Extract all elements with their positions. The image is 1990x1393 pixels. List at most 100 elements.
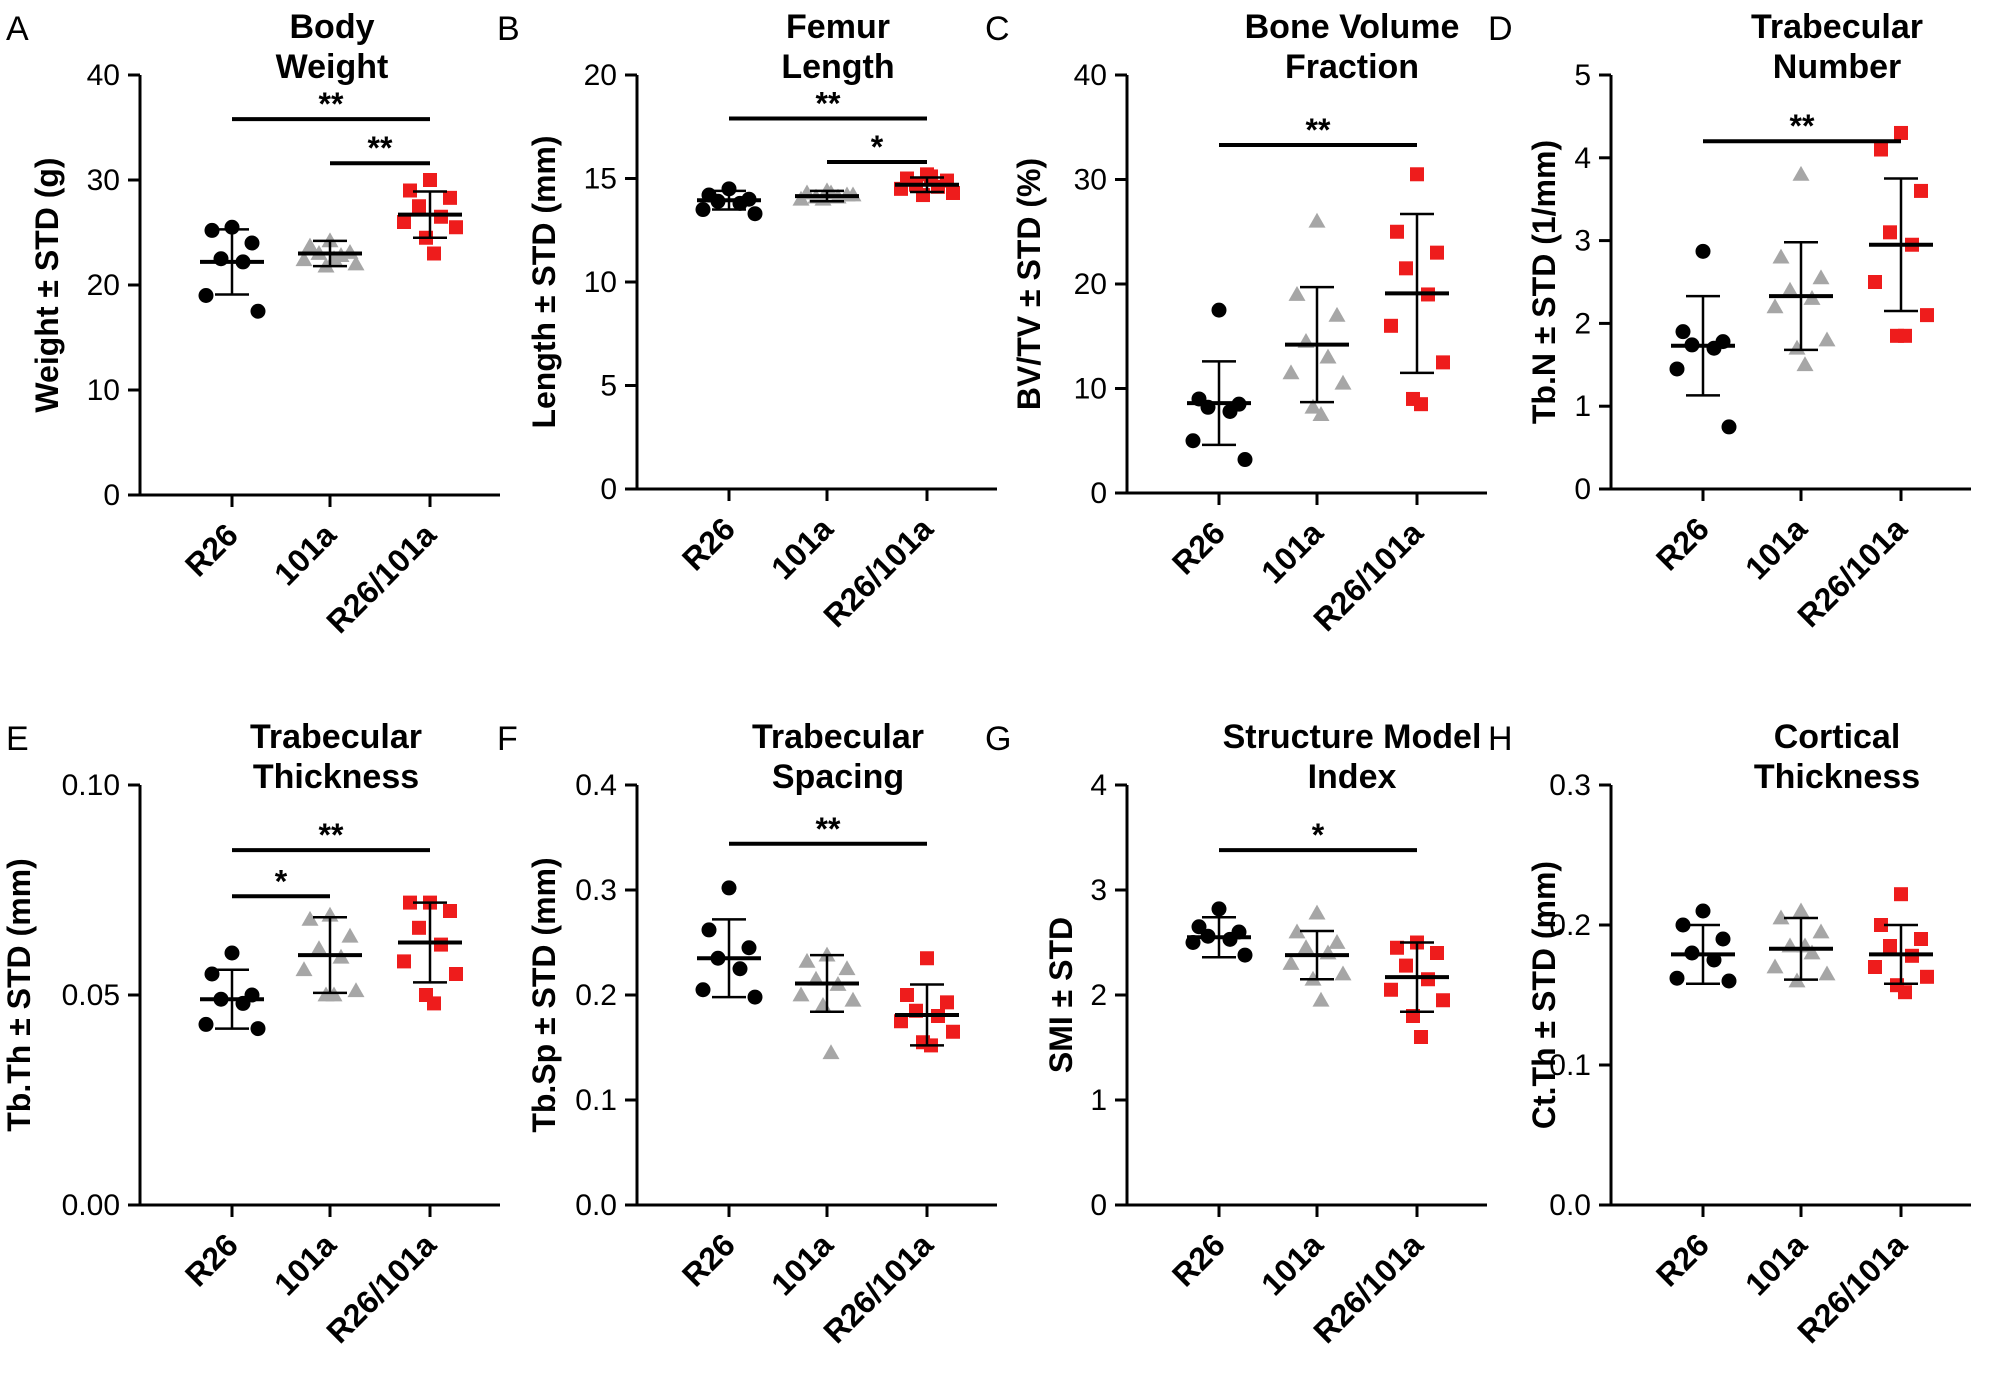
data-point: [449, 220, 463, 235]
series-101a: [295, 232, 365, 273]
data-point: [412, 920, 426, 935]
data-point: [1312, 991, 1330, 1007]
y-axis-label: Tb.N ± STD (1/mm): [1526, 140, 1562, 424]
data-point: [1390, 940, 1404, 955]
data-point: [1237, 947, 1253, 963]
panel-letter: D: [1488, 10, 1513, 48]
significance-label: **: [816, 811, 841, 847]
data-point: [946, 185, 960, 200]
data-point: [1669, 361, 1685, 377]
x-tick-label: 101a: [764, 1226, 840, 1302]
y-tick-label: 3: [1090, 874, 1107, 907]
data-point: [443, 190, 457, 205]
data-point: [1914, 183, 1928, 198]
x-tick-label: 101a: [267, 516, 343, 592]
data-point: [1818, 331, 1836, 347]
data-point: [1384, 318, 1398, 333]
series-101a: [792, 946, 862, 1060]
series-r26-101a: [397, 895, 463, 1011]
x-tick-label: R26/101a: [319, 516, 443, 640]
significance-label: *: [1312, 817, 1325, 853]
data-point: [741, 940, 757, 956]
y-tick-label: 20: [1074, 268, 1107, 301]
y-tick-label: 0.0: [575, 1189, 617, 1222]
data-point: [1868, 275, 1882, 289]
data-point: [1721, 973, 1737, 989]
data-point: [250, 1021, 266, 1037]
series-101a: [792, 182, 862, 206]
data-point: [1384, 982, 1398, 997]
data-point: [792, 986, 810, 1002]
data-point: [1772, 909, 1790, 925]
x-tick-label: R26/101a: [1306, 1226, 1430, 1350]
panel-letter: C: [985, 10, 1010, 48]
data-point: [1920, 308, 1934, 323]
y-tick-label: 0: [1574, 473, 1591, 506]
data-point: [213, 251, 229, 267]
significance-label: **: [319, 817, 344, 853]
significance-label: *: [871, 129, 884, 165]
y-tick-label: 0.2: [575, 979, 617, 1012]
data-point: [1390, 224, 1404, 239]
chart-title-line: Body: [290, 8, 375, 46]
data-point: [1436, 993, 1450, 1008]
data-point: [434, 937, 448, 952]
y-tick-label: 40: [87, 59, 120, 92]
data-point: [1874, 142, 1888, 157]
data-point: [1792, 902, 1810, 918]
series-r26: [1669, 903, 1737, 989]
data-point: [1319, 348, 1337, 364]
data-point: [1669, 970, 1685, 986]
y-tick-label: 0.0: [1549, 1189, 1591, 1222]
data-point: [701, 922, 717, 938]
data-point: [397, 215, 411, 229]
series-r26-101a: [1384, 935, 1450, 1044]
data-point: [822, 1044, 840, 1060]
data-point: [1874, 918, 1888, 932]
data-point: [1436, 355, 1450, 370]
x-tick-label: R26/101a: [1790, 1226, 1914, 1350]
data-point: [1288, 285, 1306, 301]
data-point: [1898, 328, 1912, 343]
data-point: [1430, 245, 1444, 260]
data-point: [250, 303, 266, 319]
y-tick-label: 0.1: [575, 1084, 617, 1117]
panel-letter: H: [1488, 720, 1513, 758]
y-tick-label: 0.10: [62, 769, 120, 802]
y-tick-label: 0.2: [1549, 909, 1591, 942]
y-tick-label: 0.3: [1549, 769, 1591, 802]
y-axis-label: Ct.Th ± STD (mm): [1526, 861, 1562, 1129]
data-point: [1185, 433, 1201, 449]
y-axis-label: Tb.Sp ± STD (mm): [526, 857, 562, 1132]
chart-title-line: Femur: [786, 8, 890, 46]
panel-letter: F: [497, 720, 518, 758]
data-point: [1883, 225, 1897, 240]
data-point: [347, 982, 365, 998]
x-tick-label: R26: [675, 1226, 742, 1293]
x-tick-label: R26/101a: [816, 510, 940, 634]
panel-letter: B: [497, 10, 520, 48]
data-point: [1328, 934, 1346, 949]
series-r26-101a: [894, 167, 960, 203]
y-tick-label: 0.05: [62, 979, 120, 1012]
x-tick-label: 101a: [1738, 510, 1814, 586]
significance-label: **: [1306, 112, 1331, 148]
x-tick-label: R26: [1165, 1226, 1232, 1293]
data-point: [940, 995, 954, 1010]
data-point: [1288, 923, 1306, 939]
x-tick-label: R26: [178, 1226, 245, 1293]
data-point: [204, 222, 220, 238]
data-point: [1312, 406, 1330, 421]
data-point: [1914, 932, 1928, 946]
data-point: [1706, 340, 1722, 356]
data-point: [1282, 364, 1300, 380]
data-point: [1399, 958, 1413, 973]
data-point: [295, 961, 313, 977]
y-tick-label: 20: [87, 269, 120, 302]
chart-title-line: Trabecular: [250, 718, 422, 756]
chart-title-line: Thickness: [1754, 758, 1920, 796]
data-point: [747, 989, 763, 1005]
y-tick-label: 10: [1074, 373, 1107, 406]
series-r26: [695, 181, 763, 222]
data-point: [721, 181, 737, 197]
